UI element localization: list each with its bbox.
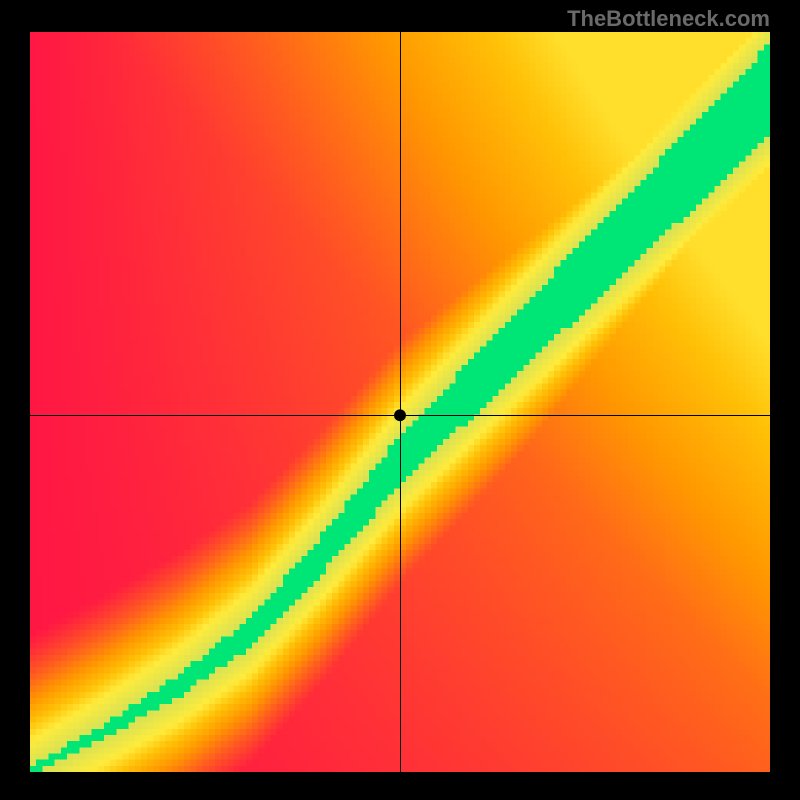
crosshair-overlay (30, 32, 770, 772)
watermark-text: TheBottleneck.com (567, 6, 770, 32)
